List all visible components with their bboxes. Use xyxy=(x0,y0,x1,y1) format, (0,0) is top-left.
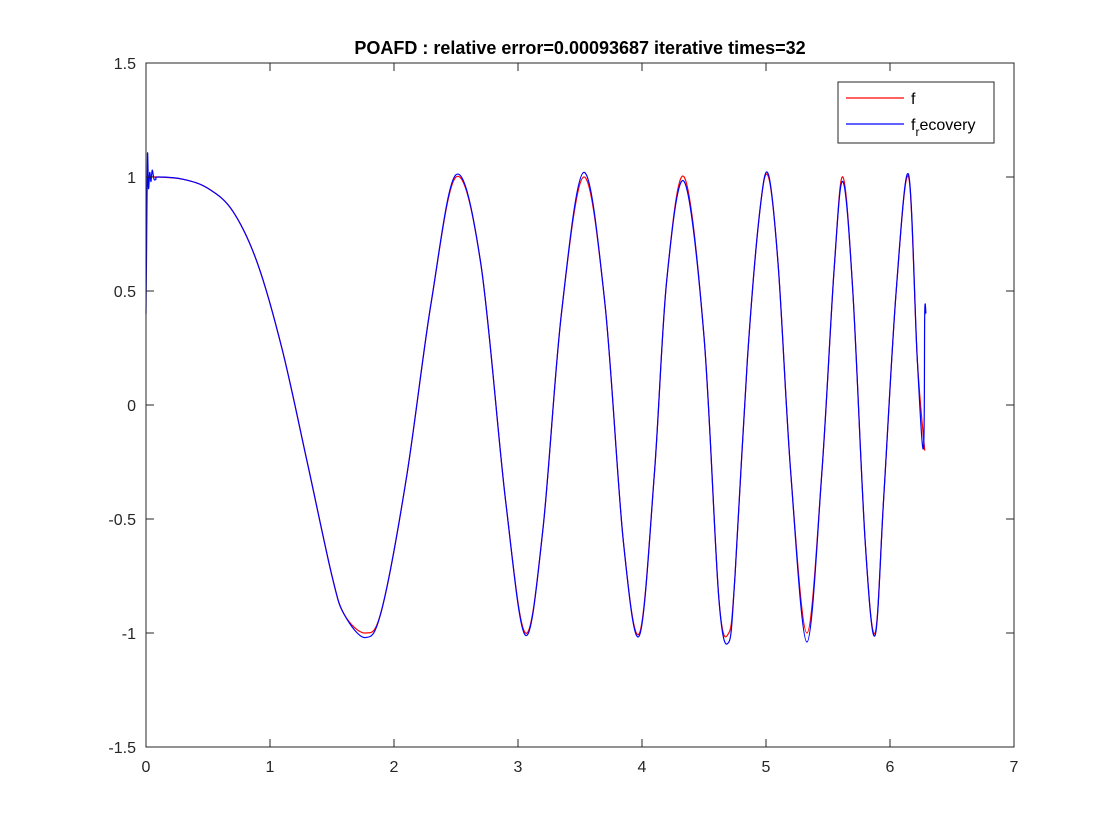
plot-area xyxy=(146,63,1014,747)
x-tick-label: 7 xyxy=(1010,759,1019,776)
y-tick-label: -0.5 xyxy=(108,512,136,529)
x-tick-label: 6 xyxy=(886,759,895,776)
x-tick-label: 5 xyxy=(762,759,771,776)
y-tick-label: 0 xyxy=(127,398,136,415)
chart-title: POAFD : relative error=0.00093687 iterat… xyxy=(354,38,805,58)
y-tick-label: -1 xyxy=(122,626,136,643)
legend-label-subscript: r xyxy=(915,125,919,139)
series-layer xyxy=(145,152,927,645)
x-tick-label: 4 xyxy=(638,759,647,776)
x-tick-label: 2 xyxy=(390,759,399,776)
legend-label: frecovery xyxy=(911,117,975,139)
x-tick-label: 0 xyxy=(142,759,151,776)
y-tick-label: 1 xyxy=(127,170,136,187)
axes-layer: 0 1 2 3 4 5 6 7 -1.5 -1 -0.5 0 0.5 1 1.5 xyxy=(108,56,1018,776)
y-tick-label: 0.5 xyxy=(114,284,136,301)
y-tick-label: -1.5 xyxy=(108,740,136,757)
legend-label-main: f xyxy=(911,117,916,134)
legend-label-tail: ecovery xyxy=(919,117,975,134)
series-line-f-recovery xyxy=(145,152,927,645)
x-tick-label: 1 xyxy=(266,759,275,776)
legend-box xyxy=(837,81,995,144)
x-tick-label: 3 xyxy=(514,759,523,776)
legend-label-main: f xyxy=(911,91,916,108)
legend-label: f xyxy=(911,91,916,108)
y-tick-label: 1.5 xyxy=(114,56,136,73)
